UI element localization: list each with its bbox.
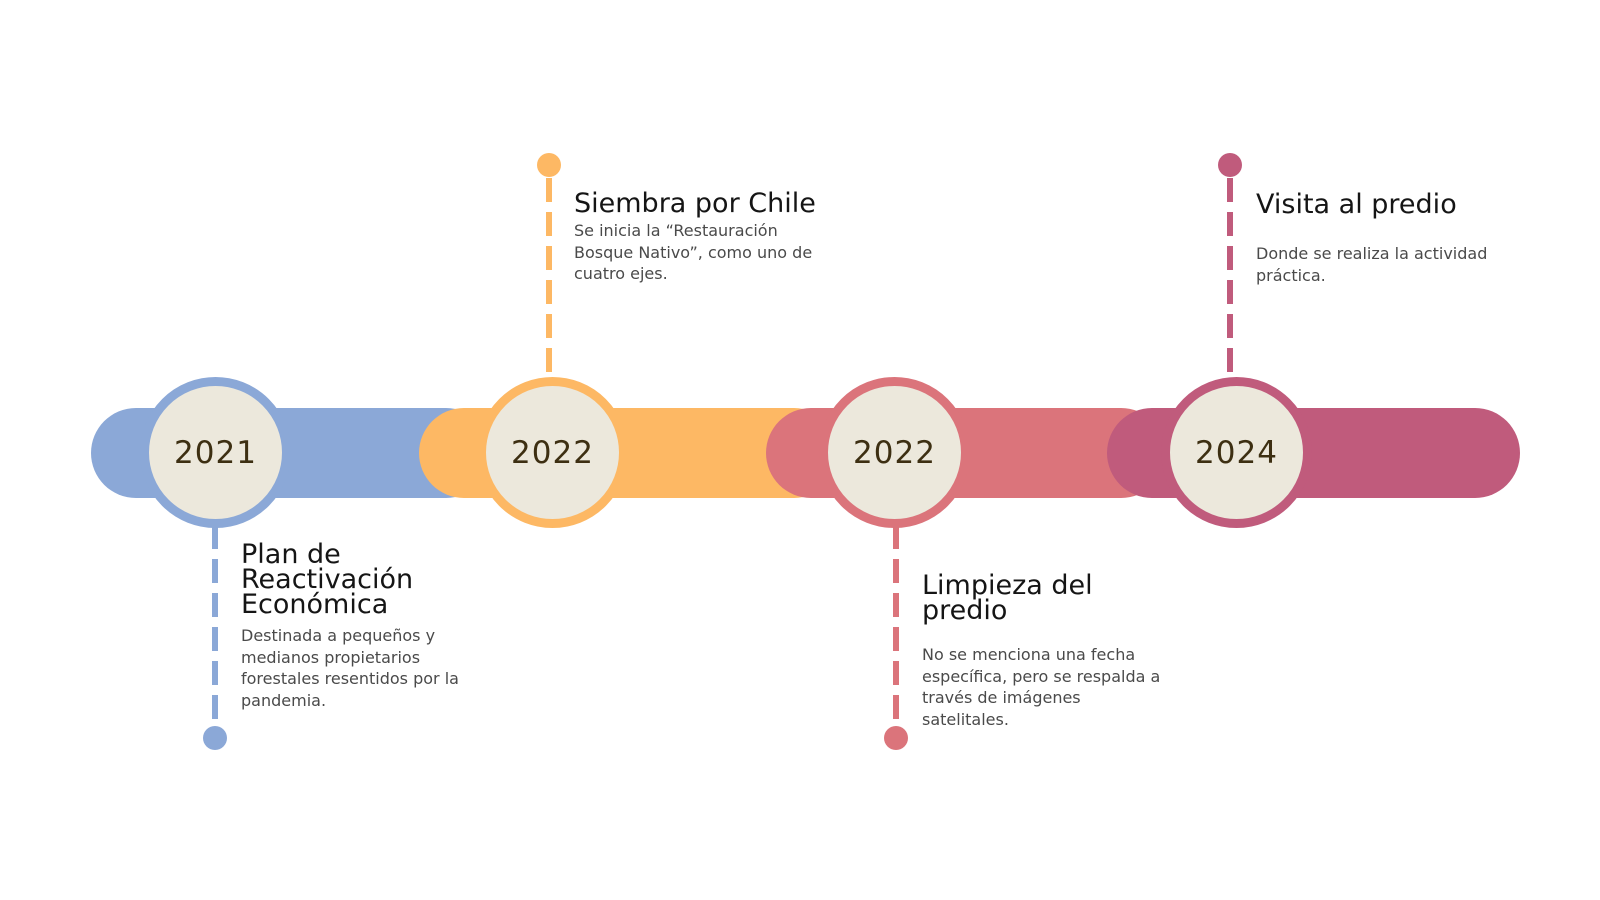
event-2021: Plan de Reactivación Económica Destinada… bbox=[241, 539, 486, 711]
event-2024: Visita al predio Donde se realiza la act… bbox=[1256, 189, 1501, 286]
event-title: Visita al predio bbox=[1256, 189, 1457, 220]
event-2022-a: Siembra por Chile Se inicia la “Restaura… bbox=[574, 188, 819, 285]
connector-2022-a bbox=[546, 178, 552, 378]
connector-2021 bbox=[212, 525, 218, 737]
year-node-2022-a: 2022 bbox=[477, 377, 628, 528]
connector-2024 bbox=[1227, 178, 1233, 378]
event-description: Destinada a pequeños y medianos propieta… bbox=[241, 626, 459, 710]
event-title: Plan de Reactivación Económica bbox=[241, 539, 414, 620]
connector-dot-2021 bbox=[203, 726, 227, 750]
year-node-2022-b: 2022 bbox=[819, 377, 970, 528]
event-description: Se inicia la “Restauración Bosque Nativo… bbox=[574, 221, 813, 283]
year-node-2021: 2021 bbox=[140, 377, 291, 528]
year-node-2024: 2024 bbox=[1161, 377, 1312, 528]
event-description: No se menciona una fecha específica, per… bbox=[922, 645, 1161, 729]
year-label: 2024 bbox=[1195, 434, 1278, 471]
event-2022-b: Limpieza del predio No se menciona una f… bbox=[922, 570, 1167, 730]
connector-dot-2022-b bbox=[884, 726, 908, 750]
year-label: 2022 bbox=[853, 434, 936, 471]
connector-dot-2022-a bbox=[537, 153, 561, 177]
connector-dot-2024 bbox=[1218, 153, 1242, 177]
year-label: 2021 bbox=[174, 434, 257, 471]
connector-2022-b bbox=[893, 525, 899, 737]
event-title: Limpieza del predio bbox=[922, 570, 1093, 626]
event-description: Donde se realiza la actividad práctica. bbox=[1256, 244, 1488, 285]
event-title: Siembra por Chile bbox=[574, 188, 816, 219]
year-label: 2022 bbox=[511, 434, 594, 471]
